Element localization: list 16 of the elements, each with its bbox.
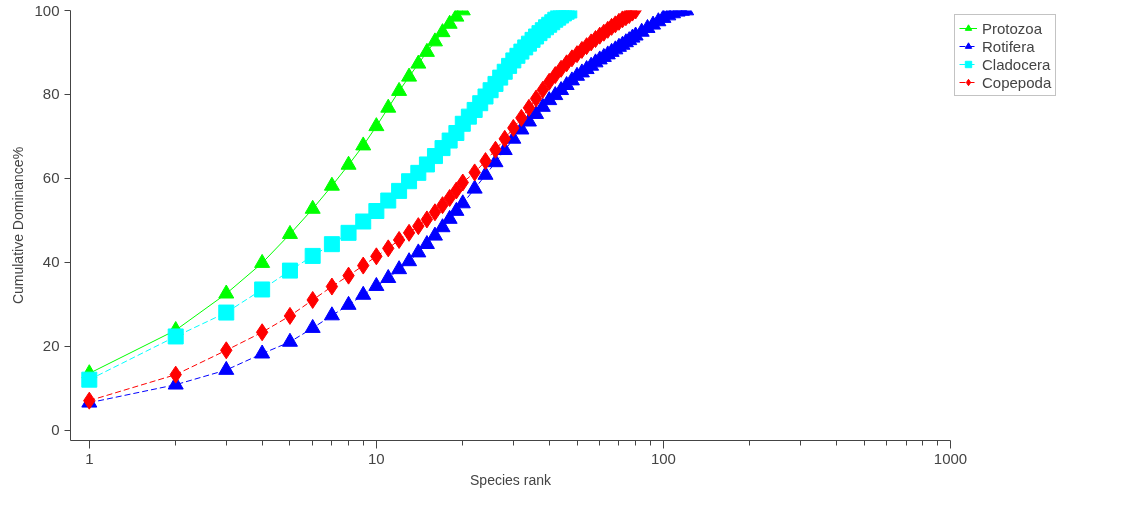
y-tick-label: 40 xyxy=(42,253,60,271)
legend-label: Cladocera xyxy=(982,55,1051,73)
x-tick-label: 1 xyxy=(85,449,94,467)
y-tick-label: 0 xyxy=(51,421,60,439)
x-axis-title: Species rank xyxy=(470,471,552,488)
y-tick-label: 80 xyxy=(42,85,60,103)
y-tick-label: 100 xyxy=(34,1,60,19)
legend-label: Protozoa xyxy=(982,19,1043,37)
legend-label: Copepoda xyxy=(982,73,1052,91)
legend-label: Rotifera xyxy=(982,37,1035,55)
x-tick-label: 1000 xyxy=(933,449,968,467)
x-tick-label: 10 xyxy=(368,449,385,467)
x-tick-label: 100 xyxy=(650,449,676,467)
y-axis-title: Cumulative Dominance% xyxy=(10,146,27,305)
y-tick-label: 60 xyxy=(42,169,60,187)
y-tick-label: 20 xyxy=(42,337,60,355)
